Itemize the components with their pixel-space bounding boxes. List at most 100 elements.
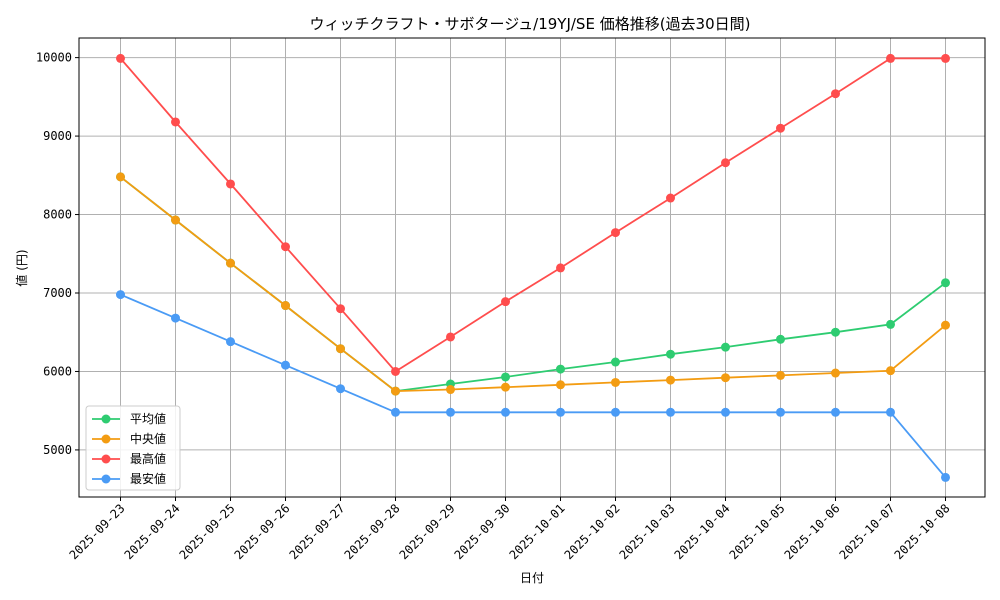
data-point [831,89,840,99]
x-tick-label: 2025-09-30 [452,501,513,562]
data-point [226,337,235,347]
legend-box [85,405,181,491]
data-point [831,368,840,378]
data-point [226,258,235,268]
data-point [336,344,345,354]
data-point [556,364,565,374]
legend-label: 中央値 [130,431,166,446]
data-point [941,472,950,482]
data-point [281,242,290,252]
data-point [666,375,675,385]
x-tick-label: 2025-10-03 [617,501,678,562]
data-point [721,158,730,168]
x-tick-label: 2025-10-02 [562,501,623,562]
data-point [391,407,400,417]
data-point [336,304,345,314]
x-tick-label: 2025-10-06 [782,501,843,562]
data-point [446,385,455,395]
data-point [171,215,180,225]
data-point [611,228,620,238]
series-line [119,57,946,373]
data-point [776,123,785,133]
data-point [666,193,675,203]
data-point [831,407,840,417]
x-tick-label: 2025-09-25 [177,501,238,562]
data-point [886,407,895,417]
y-axis-ticks: 5000 6000 7000 8000 9000 10000 [36,51,79,457]
y-tick-label: 6000 [43,364,72,378]
data-point [941,278,950,288]
data-point [776,407,785,417]
data-point [886,53,895,63]
data-point [116,53,125,63]
data-point [281,360,290,370]
data-point [611,377,620,387]
x-tick-label: 2025-09-26 [232,501,293,562]
data-point [611,357,620,367]
legend-marker [101,454,111,464]
data-point [666,349,675,359]
legend-label: 平均値 [130,411,166,426]
data-point [501,407,510,417]
data-point [446,407,455,417]
x-tick-label: 2025-10-07 [837,501,898,562]
data-point [226,179,235,189]
data-point [556,263,565,273]
plot-frame [78,37,986,498]
chart-title: ウィッチクラフト・サボタージュ/19YJ/SE 価格推移(過去30日間) [310,15,751,33]
data-point [391,366,400,376]
data-point [721,407,730,417]
data-point [556,380,565,390]
x-tick-label: 2025-09-23 [67,501,128,562]
series-group [116,53,950,482]
y-tick-label: 10000 [36,51,72,65]
data-point [886,319,895,329]
data-point [776,334,785,344]
data-point [721,373,730,383]
data-point [831,327,840,337]
data-point [556,407,565,417]
x-axis-ticks: 2025-09-232025-09-242025-09-252025-09-26… [67,497,953,562]
x-tick-label: 2025-10-04 [672,501,733,562]
y-axis-label: 値 (円) [14,249,29,286]
data-point [336,384,345,394]
x-tick-label: 2025-09-24 [122,501,183,562]
x-tick-label: 2025-10-05 [727,501,788,562]
x-tick-label: 2025-09-28 [342,501,403,562]
series-line [119,176,947,393]
data-point [886,366,895,376]
data-point [281,301,290,311]
x-tick-label: 2025-09-29 [397,501,458,562]
data-point [116,290,125,300]
data-point [776,370,785,380]
data-point [501,382,510,392]
data-point [501,297,510,307]
x-axis-label: 日付 [520,571,544,585]
data-point [941,320,950,330]
legend-label: 最安値 [130,471,166,486]
data-point [446,332,455,342]
y-tick-label: 8000 [43,208,72,222]
legend-label: 最高値 [130,451,166,466]
data-point [666,407,675,417]
legend-marker [101,434,111,444]
data-point [721,342,730,352]
legend-marker [101,414,111,424]
data-point [501,372,510,382]
data-point [171,313,180,323]
data-point [941,53,950,63]
data-point [391,386,400,396]
x-tick-label: 2025-10-08 [892,501,953,562]
x-tick-label: 2025-10-01 [507,501,568,562]
legend-marker [101,474,111,484]
data-point [116,172,125,182]
x-tick-label: 2025-09-27 [287,501,348,562]
data-point [171,117,180,127]
y-tick-label: 5000 [43,443,72,457]
y-tick-label: 7000 [43,286,72,300]
series-line [120,293,947,478]
data-point [611,407,620,417]
grid [79,38,985,497]
